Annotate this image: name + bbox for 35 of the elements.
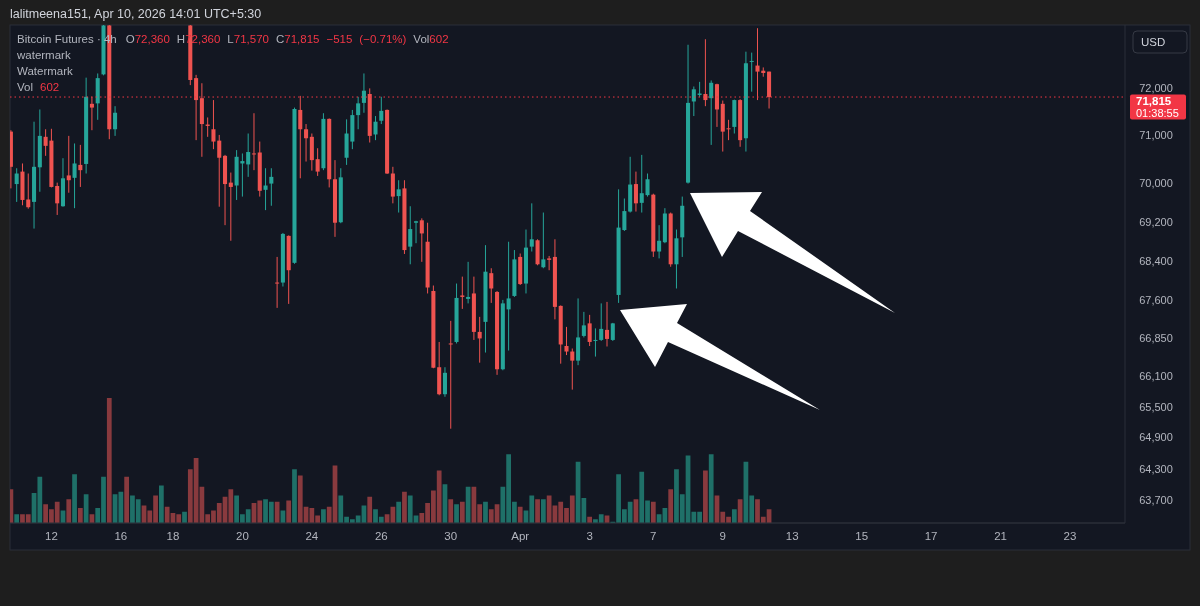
annotation: Watermark [17,65,74,77]
y-tick-label: 64,900 [1139,431,1173,444]
x-tick-label: 26 [374,530,388,542]
x-tick-label: 12 [45,530,58,542]
ref-line-label: 71,815 [1136,94,1172,107]
y-tick-label: 67,600 [1139,294,1173,307]
y-tick-label: 63,700 [1139,494,1173,507]
y-tick-label: 68,400 [1139,254,1173,267]
x-tick-label: 18 [166,530,180,542]
x-tick-label: 21 [994,530,1007,542]
x-tick-label: 9 [719,530,726,542]
y-tick-label: 70,000 [1139,177,1173,190]
y-tick-label: 72,000 [1139,82,1173,95]
text: lalitmeena151, Apr 10, 2026 14:01 UTC+5:30 [10,7,262,21]
annotation: watermark [16,49,71,61]
annotation: Vol 602 [17,81,60,93]
y-tick-label: 69,200 [1139,215,1173,228]
x-tick-label: 17 [924,530,938,542]
text: 01:38:55 [1136,107,1179,119]
y-tick-label: 71,000 [1139,129,1173,142]
x-tick-label: 24 [305,530,319,542]
text: USD [1141,36,1166,48]
x-tick-label: Apr [511,530,530,542]
x-tick-label: 13 [785,530,799,542]
x-tick-label: 7 [650,530,657,542]
y-tick-label: 66,100 [1139,369,1173,382]
x-tick-label: 15 [855,530,869,542]
x-tick-label: 23 [1063,530,1077,542]
y-tick-label: 65,500 [1139,400,1173,413]
x-tick-label: 3 [586,530,593,542]
x-tick-label: 20 [236,530,249,542]
x-tick-label: 30 [444,530,458,542]
x-tick-label: 16 [114,530,128,542]
y-tick-label: 66,850 [1139,331,1173,344]
y-tick-label: 64,300 [1139,462,1173,475]
